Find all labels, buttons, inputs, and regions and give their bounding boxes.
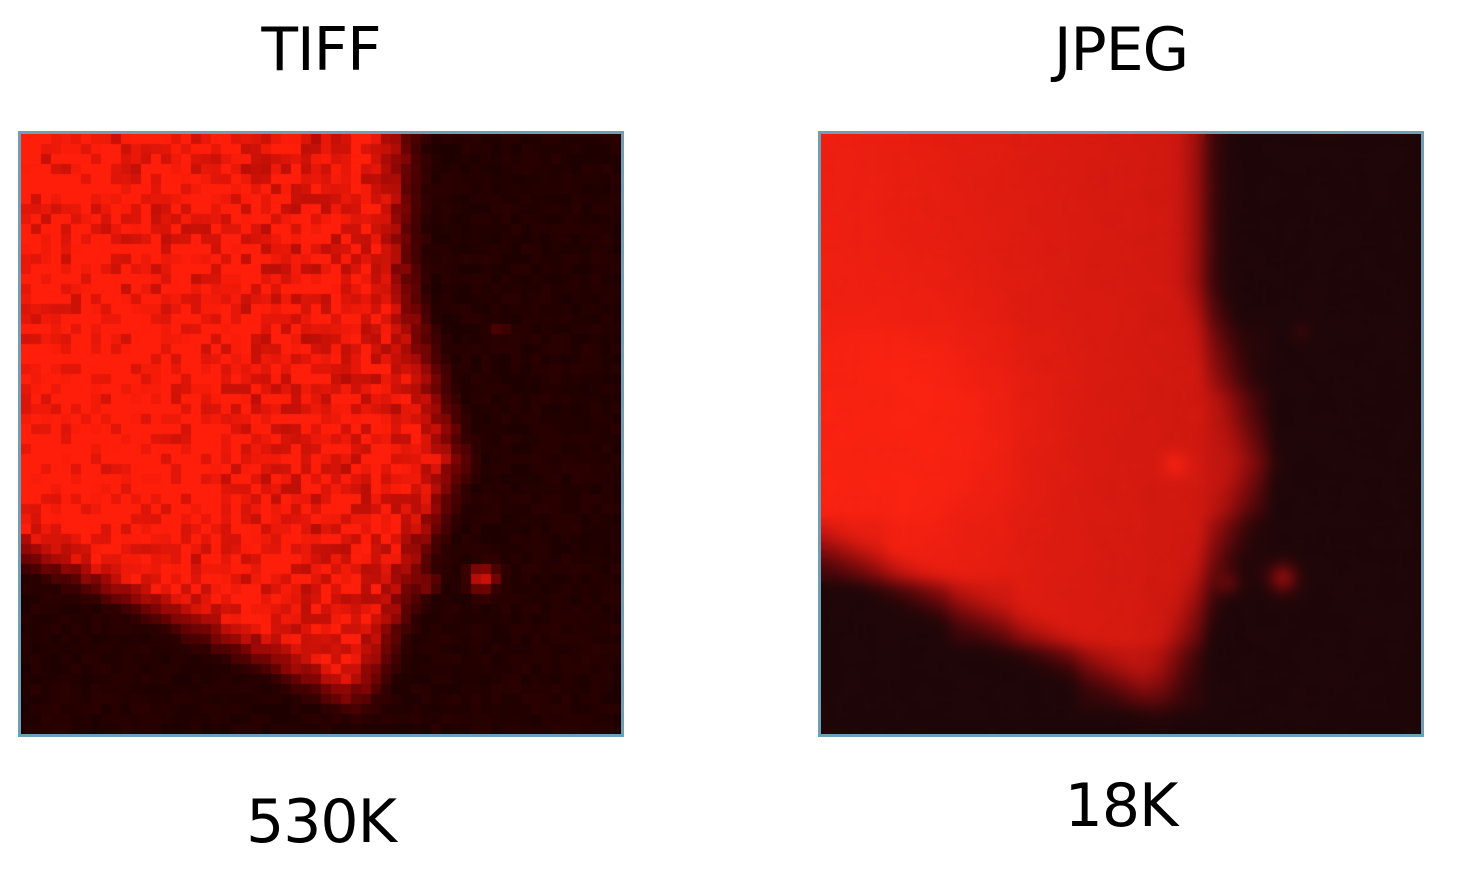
jpeg-file-size: 18K <box>1064 771 1179 841</box>
tiff-image-panel <box>18 131 624 737</box>
jpeg-format-label: JPEG <box>1053 15 1189 85</box>
jpeg-micrograph-image <box>821 134 1421 734</box>
tiff-micrograph-image <box>21 134 621 734</box>
tiff-format-label: TIFF <box>261 15 381 85</box>
tiff-file-size: 530K <box>246 787 397 857</box>
jpeg-image-panel <box>818 131 1424 737</box>
